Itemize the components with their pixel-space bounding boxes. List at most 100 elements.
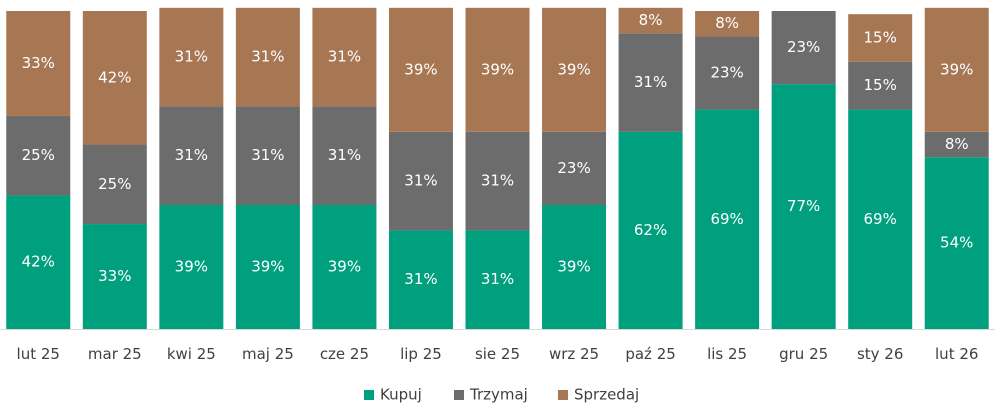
legend-swatch-trzymaj: [454, 390, 464, 400]
bar-kupuj-lip-25: [388, 230, 453, 329]
bar-kupuj-gru-25: [771, 84, 836, 329]
bar-sprzedaj-lis-25: [695, 11, 760, 37]
x-tick-label: lip 25: [400, 345, 442, 363]
data-label-sprzedaj-sty-26: 15%: [864, 29, 897, 47]
bar-sprzedaj-mar-25: [82, 11, 147, 145]
x-tick-label: maj 25: [242, 345, 294, 363]
legend-label-sprzedaj: Sprzedaj: [574, 386, 639, 404]
data-label-kupuj-sty-26: 69%: [864, 210, 897, 228]
bar-sprzedaj-maj-25: [235, 7, 300, 107]
data-label-trzymaj-lis-25: 23%: [710, 64, 743, 82]
bar-trzymaj-paz-25: [618, 33, 683, 132]
bar-kupuj-paz-25: [618, 131, 683, 329]
data-label-sprzedaj-mar-25: 42%: [98, 68, 131, 86]
x-tick-label: gru 25: [779, 345, 828, 363]
bar-trzymaj-sty-26: [848, 61, 913, 110]
legend-label-kupuj: Kupuj: [380, 386, 422, 404]
bar-kupuj-lut-26: [924, 157, 989, 329]
data-label-sprzedaj-lis-25: 8%: [715, 14, 739, 32]
bar-trzymaj-lut-26: [924, 131, 989, 158]
bar-sprzedaj-sie-25: [465, 7, 530, 132]
bars-layer: 42% 25% 33% 33% 25% 42% 39% 31% 31% 39% 31% 31% 39% 3…: [6, 7, 989, 329]
data-label-sprzedaj-sie-25: 39%: [481, 60, 514, 78]
bar-kupuj-sie-25: [465, 230, 530, 329]
legend-swatch-sprzedaj: [558, 390, 568, 400]
data-label-trzymaj-lut-26: 8%: [945, 135, 969, 153]
data-label-trzymaj-kwi-25: 31%: [175, 146, 208, 164]
data-label-trzymaj-paz-25: 31%: [634, 73, 667, 91]
data-label-trzymaj-mar-25: 25%: [98, 175, 131, 193]
bar-sprzedaj-lip-25: [388, 7, 453, 132]
bar-trzymaj-gru-25: [771, 11, 836, 85]
bar-trzymaj-wrz-25: [542, 131, 607, 205]
bar-sprzedaj-wrz-25: [542, 7, 607, 132]
data-label-trzymaj-sty-26: 15%: [864, 76, 897, 94]
bar-kupuj-sty-26: [848, 109, 913, 329]
data-label-kupuj-lis-25: 69%: [710, 210, 743, 228]
bar-trzymaj-kwi-25: [159, 106, 224, 205]
data-label-sprzedaj-maj-25: 31%: [251, 48, 284, 66]
data-label-kupuj-wrz-25: 39%: [557, 257, 590, 275]
bar-kupuj-lut-25: [6, 195, 71, 329]
x-tick-label: lut 26: [935, 345, 978, 363]
data-label-kupuj-lut-25: 42%: [22, 253, 55, 271]
bar-sprzedaj-cze-25: [312, 7, 377, 107]
data-label-trzymaj-lut-25: 25%: [22, 146, 55, 164]
bar-sprzedaj-kwi-25: [159, 7, 224, 107]
data-label-trzymaj-maj-25: 31%: [251, 146, 284, 164]
x-tick-label: lut 25: [17, 345, 60, 363]
data-label-kupuj-sie-25: 31%: [481, 270, 514, 288]
x-tick-label: sie 25: [475, 345, 520, 363]
bar-kupuj-kwi-25: [159, 204, 224, 329]
data-label-trzymaj-sie-25: 31%: [481, 172, 514, 190]
x-tick-label: lis 25: [707, 345, 747, 363]
data-label-trzymaj-lip-25: 31%: [404, 172, 437, 190]
data-label-sprzedaj-wrz-25: 39%: [557, 60, 590, 78]
bar-sprzedaj-paz-25: [618, 7, 683, 34]
bar-trzymaj-sie-25: [465, 131, 530, 231]
bar-kupuj-maj-25: [235, 204, 300, 329]
data-label-kupuj-paz-25: 62%: [634, 221, 667, 239]
bar-trzymaj-maj-25: [235, 106, 300, 205]
data-label-kupuj-gru-25: 77%: [787, 197, 820, 215]
bar-sprzedaj-lut-26: [924, 7, 989, 132]
data-label-sprzedaj-cze-25: 31%: [328, 48, 361, 66]
bar-trzymaj-lut-25: [6, 115, 71, 196]
bar-kupuj-mar-25: [82, 224, 147, 329]
bar-trzymaj-lip-25: [388, 131, 453, 231]
data-label-trzymaj-gru-25: 23%: [787, 38, 820, 56]
x-tick-label: paź 25: [625, 345, 675, 363]
data-label-kupuj-maj-25: 39%: [251, 257, 284, 275]
bar-trzymaj-cze-25: [312, 106, 377, 205]
legend: Kupuj Trzymaj Sprzedaj: [364, 386, 639, 404]
data-label-trzymaj-wrz-25: 23%: [557, 159, 590, 177]
data-label-sprzedaj-kwi-25: 31%: [175, 48, 208, 66]
bar-kupuj-lis-25: [695, 109, 760, 329]
data-label-sprzedaj-lip-25: 39%: [404, 60, 437, 78]
data-label-sprzedaj-lut-26: 39%: [940, 60, 973, 78]
legend-label-trzymaj: Trzymaj: [469, 386, 528, 404]
x-tick-label: sty 26: [857, 345, 903, 363]
bar-sprzedaj-sty-26: [848, 14, 913, 62]
x-tick-label: mar 25: [88, 345, 142, 363]
x-tick-label: cze 25: [320, 345, 369, 363]
bar-kupuj-wrz-25: [542, 204, 607, 329]
data-label-kupuj-lip-25: 31%: [404, 270, 437, 288]
data-label-kupuj-mar-25: 33%: [98, 267, 131, 285]
data-label-kupuj-kwi-25: 39%: [175, 257, 208, 275]
data-label-sprzedaj-lut-25: 33%: [22, 54, 55, 72]
bar-kupuj-cze-25: [312, 204, 377, 329]
bar-sprzedaj-lut-25: [6, 11, 71, 116]
x-tick-label: kwi 25: [167, 345, 216, 363]
x-tick-labels: lut 25 mar 25 kwi 25 maj 25 cze 25 lip 25 sie …: [17, 345, 979, 363]
data-label-trzymaj-cze-25: 31%: [328, 146, 361, 164]
data-label-kupuj-lut-26: 54%: [940, 234, 973, 252]
legend-swatch-kupuj: [364, 390, 374, 400]
bar-trzymaj-lis-25: [695, 36, 760, 110]
data-label-sprzedaj-paz-25: 8%: [639, 11, 663, 29]
x-tick-label: wrz 25: [549, 345, 599, 363]
bar-trzymaj-mar-25: [82, 144, 147, 225]
data-label-kupuj-cze-25: 39%: [328, 257, 361, 275]
